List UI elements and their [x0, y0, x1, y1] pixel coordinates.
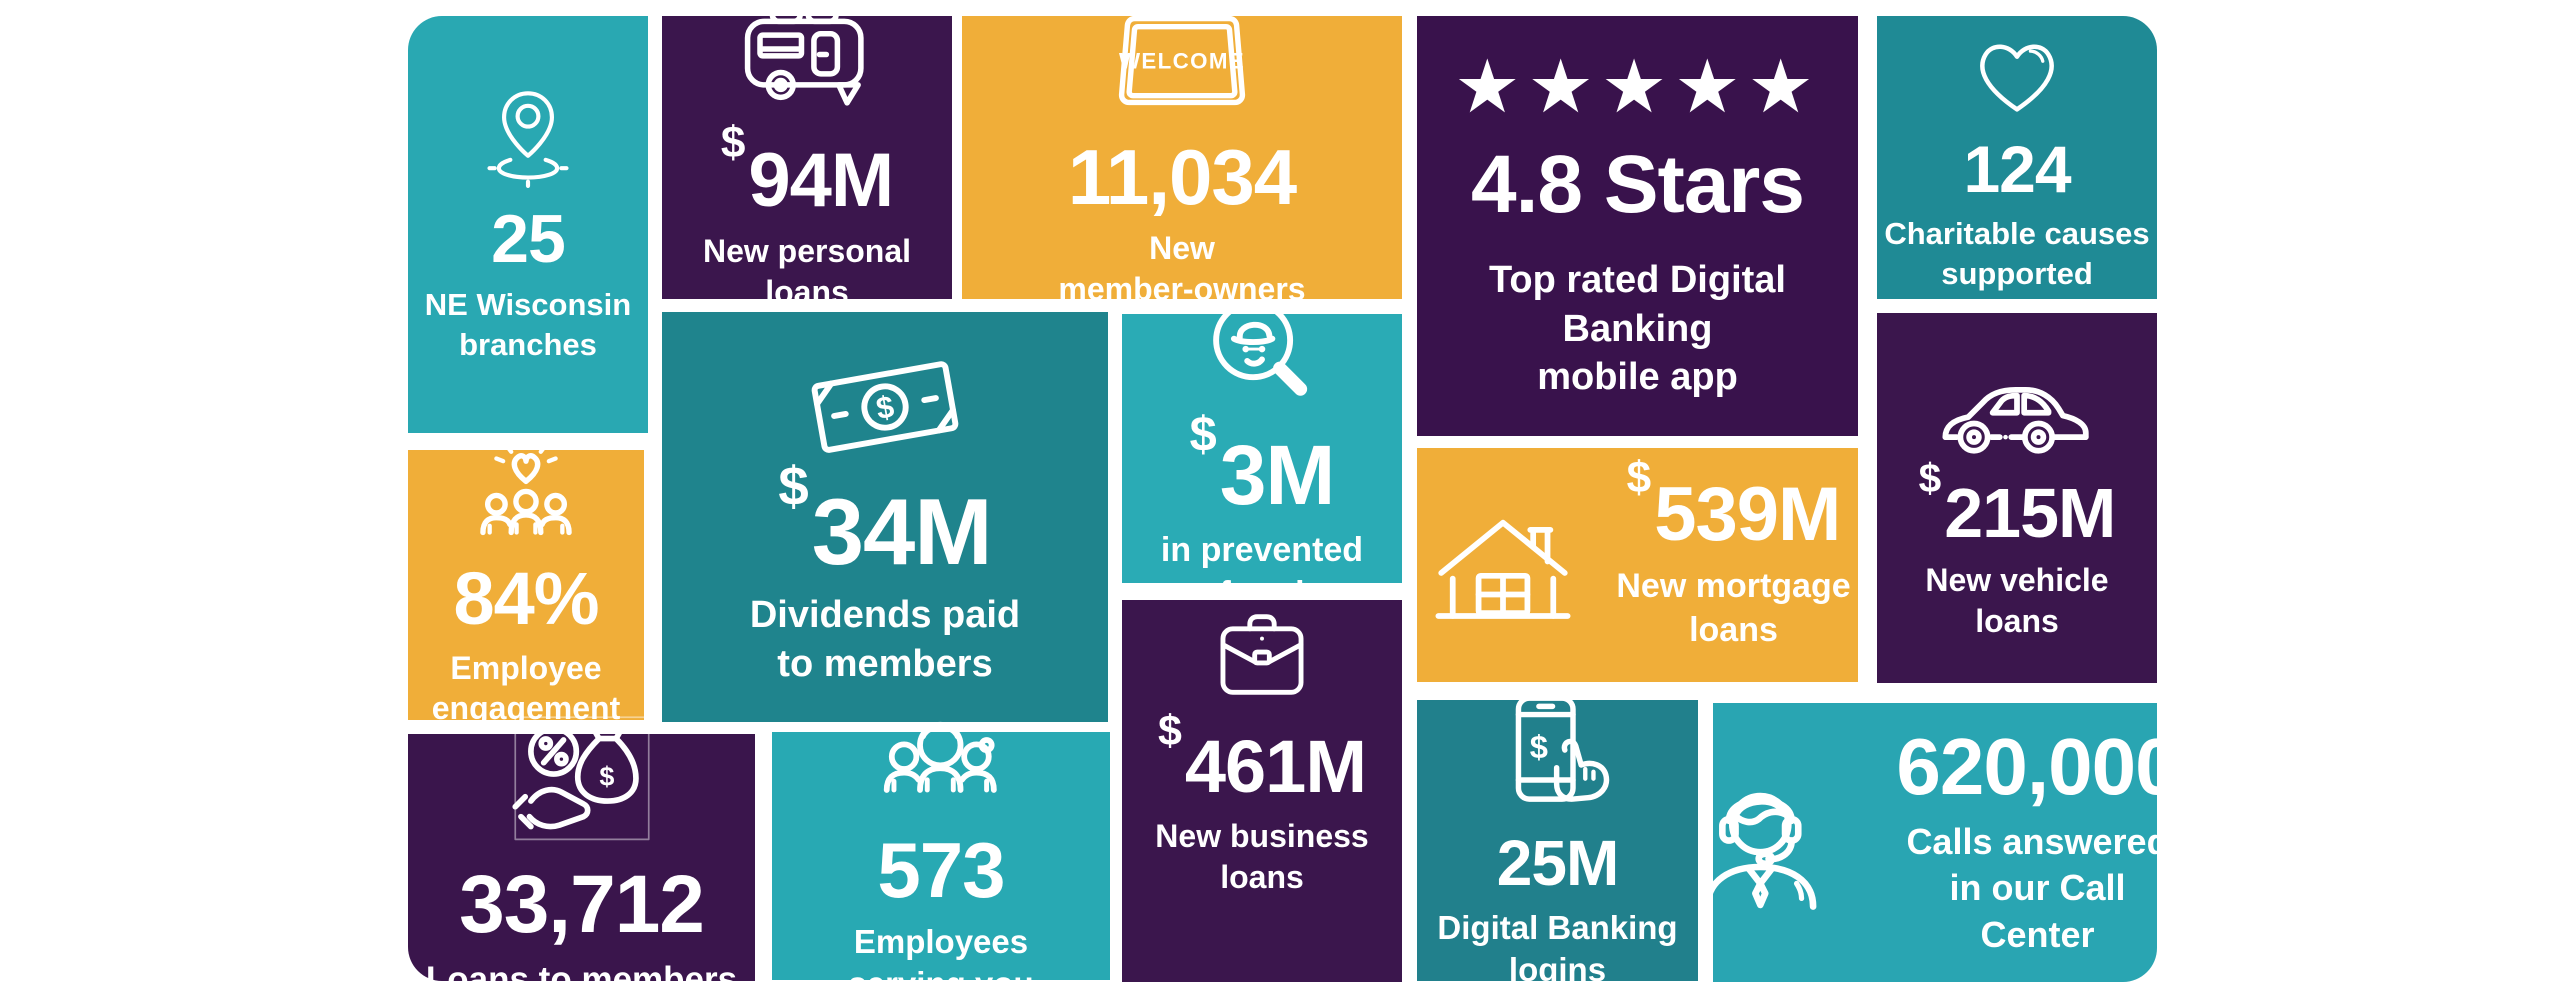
stat-label: New business loans: [1155, 818, 1369, 896]
stat-label: NE Wisconsin branches: [424, 286, 632, 362]
briefcase-icon: [1201, 602, 1323, 714]
stat-label: New vehicle loans: [1925, 561, 2109, 639]
stat-value: $3M: [1189, 407, 1336, 523]
stat-value: 573: [877, 826, 1005, 915]
tile-vehicle-loans: $215M New vehicle loans: [1877, 313, 2157, 683]
stat-label: Employees serving you: [848, 923, 1034, 1000]
stat-value: $215M: [1918, 455, 2117, 552]
loan-hand-icon: $: [511, 713, 653, 848]
stat-label: Top rated Digital Banking mobile app: [1489, 259, 1786, 399]
welcome-sign-icon: WELCOME: [1094, 5, 1270, 121]
tile-employees: 573 Employees serving you: [772, 722, 1110, 1000]
mobile-banking-icon: $: [1483, 690, 1633, 815]
stat-value: 620,000: [1896, 722, 2179, 812]
stat-label: Loans to members: [425, 959, 738, 999]
car-icon: [1931, 354, 2103, 462]
stat-text: $539M New mortgage loans: [1616, 453, 1851, 652]
svg-text:WELCOME: WELCOME: [1119, 49, 1245, 74]
stat-value: 25M: [1496, 827, 1619, 899]
dollar-bill-icon: $: [789, 345, 981, 469]
fraud-magnifier-icon: [1188, 281, 1336, 417]
camper-trailer-icon: [731, 2, 883, 126]
svg-text:$: $: [599, 761, 614, 791]
tile-employee-engagement: 84% Employee engagement: [408, 440, 644, 726]
tile-charitable-causes: 124 Charitable causes supported: [1877, 16, 2157, 299]
tile-branches: 25 NE Wisconsin branches: [408, 16, 648, 433]
stat-value: $94M: [720, 118, 894, 223]
stat-value: $34M: [778, 455, 992, 585]
stat-value: 25: [491, 200, 566, 277]
stat-label: Employee engagement: [431, 649, 621, 727]
stat-value: 33,712: [459, 858, 705, 950]
stat-label: Charitable causes supported: [1884, 216, 2150, 291]
stat-value: 11,034: [1067, 132, 1297, 221]
tile-business-loans: $461M New business loans: [1122, 600, 1402, 982]
stat-value: 84%: [453, 556, 599, 640]
heart-icon: [1961, 22, 2073, 121]
stat-value: 124: [1963, 132, 2071, 207]
stat-label: Calls answered in our Call Center: [1906, 821, 2169, 955]
five-stars-icon: ★★★★★: [1454, 45, 1821, 129]
employees-icon: [865, 706, 1017, 815]
tile-call-center: 620,000 Calls answered in our Call Center: [1704, 703, 2180, 982]
tile-new-member-owners: WELCOME 11,034 New member-owners: [962, 16, 1402, 307]
stat-label: Dividends paid to members: [749, 594, 1021, 686]
tile-dividends: $ $34M Dividends paid to members: [662, 312, 1108, 722]
tile-loans-to-members: $ 33,712 Loans to members: [408, 716, 755, 999]
tile-app-rating: ★★★★★ 4.8 Stars Top rated Digital Bankin…: [1417, 16, 1858, 436]
stat-label: Digital Banking logins: [1437, 909, 1678, 989]
stat-label: New member-owners: [1058, 229, 1306, 307]
call-center-agent-icon: [1691, 768, 1856, 917]
house-icon: [1424, 504, 1582, 626]
svg-text:$: $: [1529, 728, 1547, 765]
tile-prevented-fraud: $3M in prevented fraud: [1122, 300, 1402, 613]
map-pin-icon: [476, 85, 580, 189]
tile-digital-banking-logins: $ 25M Digital Banking logins: [1417, 695, 1698, 988]
stat-value: $461M: [1158, 707, 1367, 809]
stat-text: 620,000 Calls answered in our Call Center: [1896, 722, 2179, 957]
stat-value: $539M: [1626, 453, 1842, 558]
tile-personal-loans: $94M New personal loans: [662, 6, 952, 310]
team-engagement-icon: [452, 440, 600, 546]
stat-label: New personal loans: [702, 232, 912, 310]
tile-mortgage-loans: $539M New mortgage loans: [1417, 448, 1858, 682]
svg-text:$: $: [874, 389, 897, 426]
stat-label: New mortgage loans: [1616, 567, 1851, 649]
stat-value: 4.8 Stars: [1471, 139, 1805, 231]
